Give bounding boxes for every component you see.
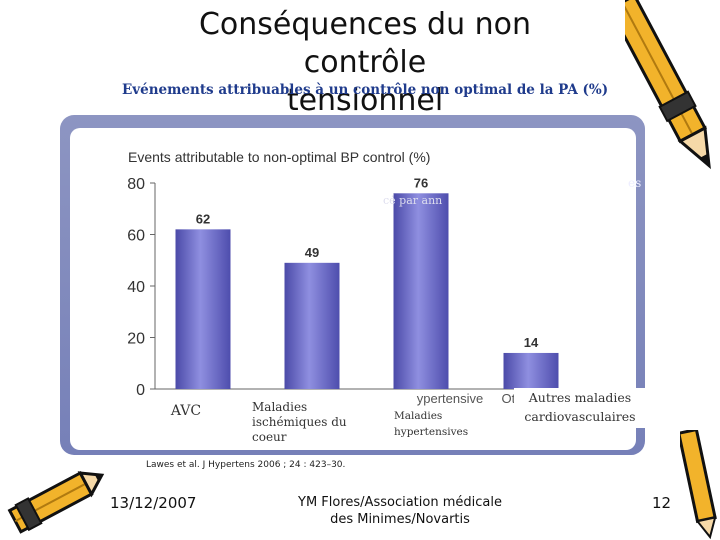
y-tick-label: 80 [127, 176, 145, 193]
pencil-icon [625, 0, 711, 170]
overlay-fragment-mid: cé par ann [383, 194, 443, 207]
pencil-icon [680, 430, 717, 540]
original-category-labels: ypertensive Oth [417, 391, 523, 406]
author-line-2: des Minimes/Novartis [330, 512, 470, 527]
y-tick-label: 20 [127, 331, 145, 348]
y-tick-label: 40 [127, 279, 145, 296]
author-line-1: YM Flores/Association médicale [298, 495, 502, 510]
bar-value-labels: 62 49 76 14 [196, 175, 539, 350]
category-label-other: Autres maladies cardiovasculaires [514, 388, 646, 428]
chart-title: Events attributable to non-optimal BP co… [128, 149, 430, 165]
bar-value-label: 49 [305, 245, 319, 260]
title-line-2: tensionnel [286, 83, 444, 118]
bar-value-label: 62 [196, 211, 210, 226]
pencil-icon [7, 470, 105, 534]
original-category-label: ypertensive [417, 391, 483, 406]
category-label-ischemic: Maladies ischémiques du coeur [252, 400, 382, 444]
y-tick-label: 0 [136, 382, 145, 399]
bar-value-label: 14 [524, 335, 539, 350]
title-line-1: Conséquences du non contrôle [198, 7, 532, 80]
y-axis: 0 20 40 60 80 [127, 176, 630, 399]
slide-date: 13/12/2007 [110, 494, 197, 512]
slide-page-number: 12 [652, 494, 672, 512]
slide-subtitle: Evénements attribuables à un contrôle no… [122, 82, 609, 98]
bar [503, 352, 559, 389]
bar [284, 262, 340, 389]
bar [393, 193, 449, 389]
y-tick-label: 60 [127, 228, 145, 245]
bar-value-label: 76 [414, 175, 428, 190]
overlay-fragment-right: es [628, 176, 642, 190]
citation: Lawes et al. J Hypertens 2006 ; 24 : 423… [146, 460, 346, 470]
bar [175, 229, 231, 389]
slide-author: YM Flores/Association médicale des Minim… [280, 494, 520, 528]
slide-title: Conséquences du non contrôle tensionnel [150, 6, 580, 120]
category-label-avc: AVC [160, 400, 212, 426]
bar-series [175, 193, 559, 389]
category-label-hypertensive: Maladies hypertensives [394, 408, 512, 438]
